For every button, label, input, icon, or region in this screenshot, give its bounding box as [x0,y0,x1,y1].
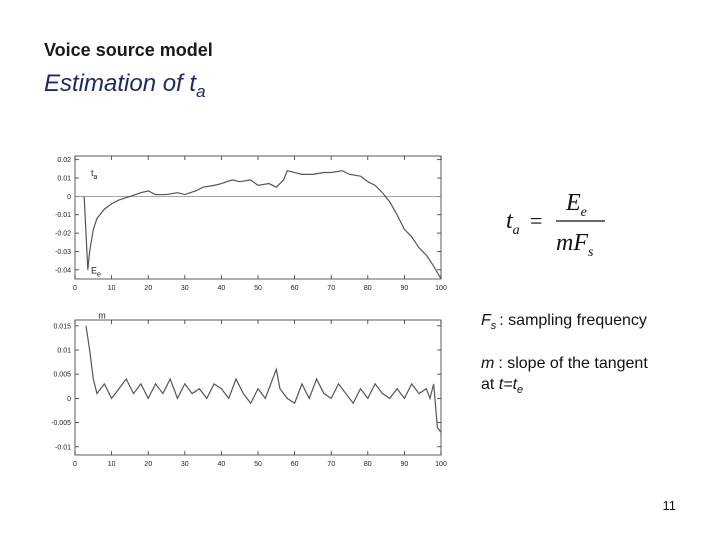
note-text: : sampling frequency [499,312,647,329]
data-line [85,325,442,433]
x-tick-label: 90 [401,285,409,292]
y-tick-label: 0.01 [57,176,71,183]
den: mF [556,230,588,256]
note-text: : slope of the tangent [498,355,648,372]
formula: ta = Ee mFs [506,190,605,260]
y-tick-label: -0.03 [55,249,71,256]
annotation-text: E [91,265,97,275]
title-sub: a [196,82,205,101]
x-tick-label: 30 [181,461,189,468]
x-tick-label: 0 [73,285,77,292]
x-tick-label: 10 [108,285,116,292]
x-tick-label: 70 [327,461,335,468]
note-symbol: F [481,312,492,329]
x-tick-label: 50 [254,285,262,292]
note: m: slope of the tangent [481,355,648,372]
formula-den: mFs [556,230,594,260]
x-tick-label: 70 [327,285,335,292]
x-tick-label: 10 [108,461,116,468]
annotation: m [98,311,106,321]
num: E [565,190,581,216]
y-tick-label: 0 [67,194,71,201]
y-tick-label: -0.01 [55,212,71,219]
y-tick-label: 0.005 [53,372,71,379]
y-tick-label: -0.005 [51,420,71,427]
annotation-sub: a [93,174,97,181]
y-tick-label: -0.04 [55,267,71,274]
y-tick-label: 0 [67,396,71,403]
title: Estimation of ta [44,70,206,101]
x-tick-label: 30 [181,285,189,292]
x-tick-label: 20 [144,285,152,292]
y-tick-label: 0.02 [57,157,71,164]
x-tick-label: 0 [73,461,77,468]
title-text: Estimation of t [44,70,197,97]
y-tick-label: -0.01 [55,444,71,451]
x-tick-label: 40 [218,285,226,292]
x-tick-label: 90 [401,461,409,468]
subtitle: Voice source model [44,40,213,60]
page-number: 11 [663,498,677,513]
x-tick-label: 60 [291,461,299,468]
x-tick-label: 80 [364,285,372,292]
note-line2: at [481,376,499,393]
annotation-text: m [98,311,106,321]
note-var: t=t [499,376,518,393]
x-tick-label: 20 [144,461,152,468]
annotation: Ee [91,265,101,278]
data-line [83,169,442,280]
den-sub: s [588,245,594,260]
x-tick-label: 100 [435,285,447,292]
formula-num: Ee [565,190,587,220]
chart: 0.015 0.01 0.005 0 -0.005 -0.01 0 10 20 30 40 50 60 7… [51,311,447,468]
y-tick-label: -0.02 [55,231,71,238]
note-sub: e [517,384,523,396]
x-tick-label: 50 [254,461,262,468]
plot-frame [74,155,442,280]
x-tick-label: 40 [218,461,226,468]
lhs: t [506,208,514,234]
lhs-sub: a [513,223,520,238]
note-sub: s [491,320,497,332]
note-symbol: m [481,355,494,372]
chart: 0.02 0.01 0 -0.01 -0.02 -0.03 -0.04 0 10 20 30 40 50… [55,155,447,292]
note: at t=te [481,376,523,396]
note: Fs: sampling frequency [481,312,647,332]
annotation-text: t [91,168,94,178]
annotation: ta [91,168,98,181]
y-tick-label: 0.015 [53,323,71,330]
formula-lhs: ta [506,208,520,238]
annotation-sub: e [97,271,101,278]
x-tick-label: 60 [291,285,299,292]
num-sub: e [581,205,587,220]
x-tick-label: 80 [364,461,372,468]
x-tick-label: 100 [435,461,447,468]
formula-eq: = [530,208,542,233]
y-tick-label: 0.01 [57,348,71,355]
